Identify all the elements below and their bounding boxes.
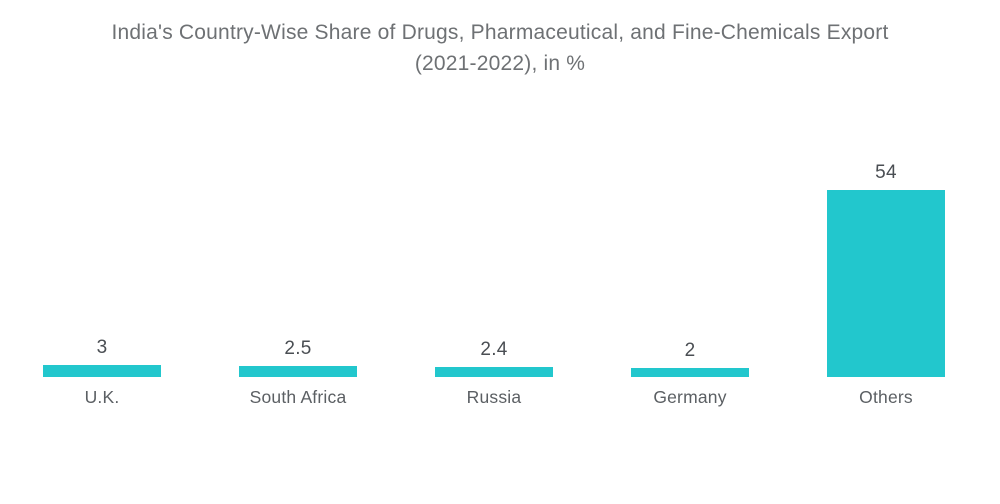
bar-germany xyxy=(631,368,749,377)
bar-uk xyxy=(43,365,161,377)
category-label-south-africa: South Africa xyxy=(249,387,347,407)
chart-title: India's Country-Wise Share of Drugs, Pha… xyxy=(0,17,1000,79)
bar-value-label-south-africa: 2.5 xyxy=(284,338,312,359)
bar-group-uk: 3 U.K. xyxy=(4,111,200,411)
bar-south-africa xyxy=(239,366,357,377)
bar-value-label-germany: 2 xyxy=(684,340,696,361)
bar-group-germany: 2 Germany xyxy=(592,111,788,411)
bar-value-label-others: 54 xyxy=(875,162,897,183)
chart-title-line2: (2021-2022), in % xyxy=(414,52,586,75)
category-label-russia: Russia xyxy=(466,387,522,407)
chart-title-line1: India's Country-Wise Share of Drugs, Pha… xyxy=(111,21,889,44)
bar-group-russia: 2.4 Russia xyxy=(396,111,592,411)
bar-others xyxy=(827,190,945,377)
bar-value-label-uk: 3 xyxy=(96,337,108,358)
category-label-uk: U.K. xyxy=(84,387,120,407)
category-label-others: Others xyxy=(859,387,913,407)
bar-group-south-africa: 2.5 South Africa xyxy=(200,111,396,411)
category-label-germany: Germany xyxy=(653,387,727,407)
bar-group-others: 54 Others xyxy=(788,111,984,411)
bar-russia xyxy=(435,367,553,377)
plot-area: 3 U.K. 2.5 South Africa 2.4 Russia 2 Ger… xyxy=(4,111,984,411)
bar-value-label-russia: 2.4 xyxy=(480,339,508,360)
